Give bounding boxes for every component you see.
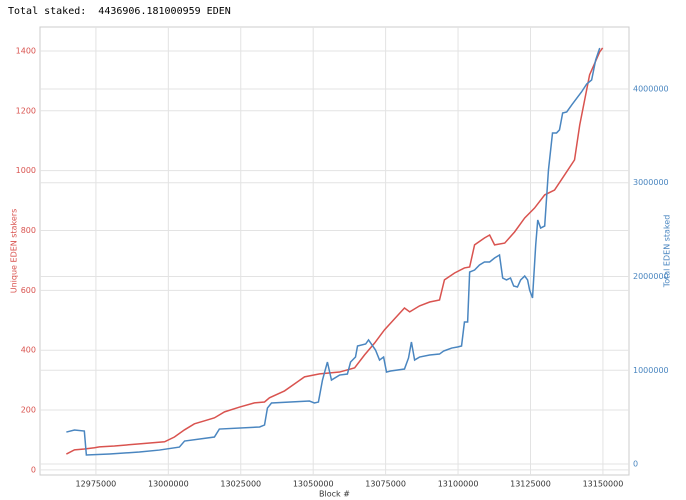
y-tick-label: 600 <box>21 286 36 295</box>
x-tick-label: 12975000 <box>76 480 117 489</box>
y-tick-label: 1400 <box>16 46 36 55</box>
x-tick-label: 13025000 <box>220 480 261 489</box>
x-tick-label: 13100000 <box>438 480 479 489</box>
y-tick-label: 1000 <box>16 166 36 175</box>
y-tick-label: 200 <box>21 406 36 415</box>
y2-tick-label: 0 <box>633 460 638 469</box>
line-series <box>66 47 604 455</box>
x-tick-label: 13150000 <box>583 480 624 489</box>
x-tick-label: 13075000 <box>365 480 406 489</box>
y-tick-label: 400 <box>21 346 36 355</box>
y2-tick-label: 2000000 <box>633 272 669 281</box>
x-tick-label: 13050000 <box>293 480 334 489</box>
x-tick-label: 13125000 <box>510 480 551 489</box>
x-tick-label: 13000000 <box>148 480 189 489</box>
chart-title: Total staked: 4436906.181000959 EDEN <box>8 6 231 17</box>
y-tick-label: 1200 <box>16 106 36 115</box>
plot-frame <box>39 26 630 476</box>
y-tick-label: 800 <box>21 226 36 235</box>
y-axis-label: Unique EDEN stakers <box>10 209 19 294</box>
line-series <box>66 47 601 456</box>
y-tick-label: 0 <box>31 465 36 474</box>
y2-tick-label: 3000000 <box>633 178 669 187</box>
y2-tick-label: 4000000 <box>633 84 669 93</box>
y2-tick-label: 1000000 <box>633 366 669 375</box>
x-axis-label: Block # <box>319 490 350 499</box>
y2-axis-label: Total EDEN staked <box>663 215 672 289</box>
